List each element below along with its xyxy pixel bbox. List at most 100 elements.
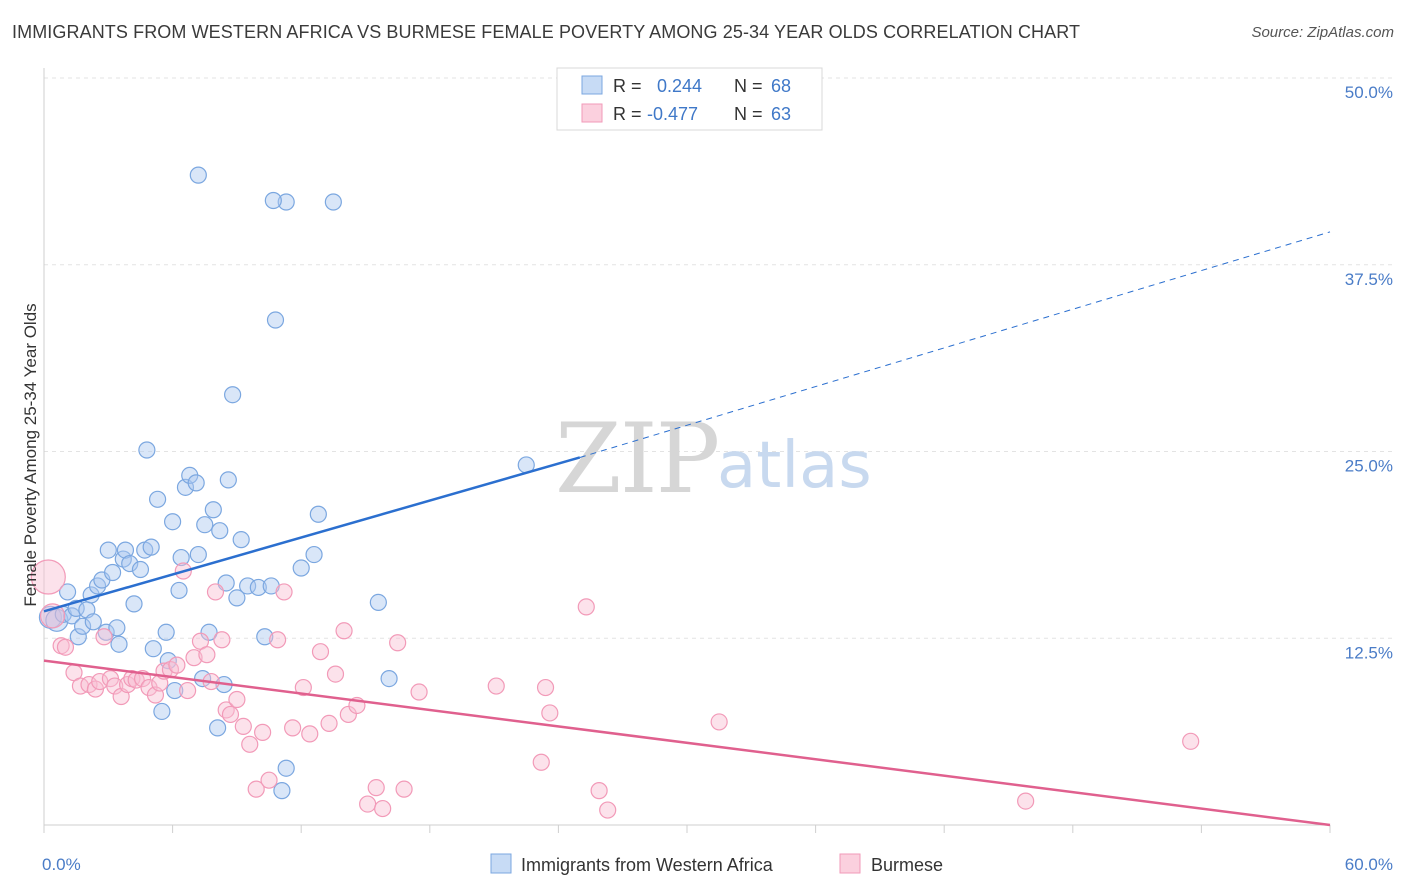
point-western-africa	[277, 193, 295, 211]
point-burmese	[395, 780, 413, 798]
point-western-africa	[380, 669, 398, 688]
point-burmese	[284, 719, 302, 737]
point-western-africa	[153, 702, 171, 721]
point-western-africa	[219, 471, 237, 489]
point-western-africa	[99, 541, 117, 559]
bottom-legend-swatch-pink	[839, 853, 861, 874]
point-western-africa	[166, 681, 184, 700]
point-western-africa	[264, 191, 282, 210]
point-western-africa	[170, 581, 188, 600]
point-burmese	[30, 559, 66, 595]
legend-n-label-1: N =	[734, 76, 763, 96]
watermark-atlas: atlas	[717, 429, 872, 503]
point-western-africa	[256, 628, 274, 646]
legend-r-label-2: R =	[613, 104, 642, 124]
point-western-africa	[103, 563, 122, 582]
point-western-africa	[196, 516, 214, 534]
point-western-africa	[189, 545, 207, 564]
point-burmese	[168, 656, 186, 674]
point-burmese	[532, 753, 550, 771]
point-burmese	[185, 649, 203, 667]
point-burmese	[206, 583, 225, 601]
point-burmese	[339, 705, 357, 724]
point-western-africa	[84, 613, 102, 631]
point-western-africa	[157, 623, 175, 641]
point-western-africa	[108, 619, 126, 637]
point-western-africa	[209, 719, 227, 737]
point-western-africa	[189, 166, 207, 184]
point-western-africa	[369, 593, 387, 611]
point-burmese	[326, 665, 345, 683]
point-burmese	[179, 681, 197, 700]
trend-line-burmese	[43, 659, 1331, 827]
point-burmese	[228, 690, 246, 709]
point-western-africa	[110, 635, 128, 653]
legend-r-value-1: 0.244	[657, 76, 702, 96]
point-burmese	[710, 713, 728, 731]
point-burmese	[301, 725, 319, 743]
point-burmese	[198, 646, 216, 664]
point-western-africa	[249, 578, 267, 597]
point-western-africa	[131, 560, 150, 579]
y-tick-label: 12.5%	[1345, 643, 1393, 662]
legend-swatch-pink	[581, 103, 603, 123]
point-western-africa	[138, 441, 156, 459]
y-tick-label: 50.0%	[1345, 83, 1393, 102]
chart-title: IMMIGRANTS FROM WESTERN AFRICA VS BURMES…	[12, 22, 1081, 42]
legend-r-value-2: -0.477	[647, 104, 698, 124]
chart-source: Source: ZipAtlas.com	[1251, 24, 1394, 41]
x-tick-labels: 0.0% 60.0%	[42, 855, 1393, 874]
point-burmese	[541, 704, 559, 722]
bottom-legend-label-2: Burmese	[871, 855, 943, 875]
point-burmese	[247, 780, 265, 798]
legend-r-label-1: R =	[613, 76, 642, 96]
point-western-africa	[97, 623, 115, 641]
point-burmese	[254, 723, 272, 741]
bottom-legend-swatch-blue	[490, 853, 512, 874]
point-burmese	[1017, 792, 1035, 810]
point-western-africa	[277, 759, 295, 777]
point-burmese	[335, 622, 353, 640]
x-tick-label: 60.0%	[1345, 855, 1393, 874]
legend-n-value-1: 68	[771, 76, 791, 96]
point-burmese	[590, 782, 608, 800]
point-western-africa	[228, 589, 246, 607]
trend-line-western-africa-extension	[579, 231, 1331, 458]
point-burmese	[260, 771, 278, 789]
point-western-africa	[273, 782, 291, 800]
point-burmese	[1182, 732, 1200, 750]
axes	[43, 68, 1331, 833]
point-burmese	[577, 598, 595, 616]
point-burmese	[320, 714, 338, 733]
point-western-africa	[324, 193, 342, 211]
point-burmese	[106, 677, 124, 695]
legend-n-value-2: 63	[771, 104, 791, 124]
point-western-africa	[116, 541, 135, 559]
point-western-africa	[211, 522, 229, 540]
trend-line-western-africa	[43, 456, 581, 613]
point-burmese	[410, 683, 428, 701]
y-tick-label: 37.5%	[1345, 270, 1393, 289]
point-burmese	[487, 677, 505, 695]
point-western-africa	[142, 538, 160, 556]
point-western-africa	[232, 531, 250, 549]
legend: R = 0.244 N = 68 R = -0.477 N = 63	[556, 67, 823, 131]
point-western-africa	[239, 577, 257, 595]
y-tick-labels: 12.5% 25.0% 37.5% 50.0%	[1345, 83, 1393, 662]
legend-swatch-blue	[581, 75, 603, 95]
point-burmese	[311, 643, 330, 661]
bottom-legend: Immigrants from Western Africa Burmese	[490, 853, 943, 875]
point-western-africa	[305, 545, 323, 564]
point-western-africa	[73, 617, 92, 635]
point-western-africa	[200, 623, 218, 641]
point-burmese	[241, 735, 259, 753]
point-western-africa	[125, 595, 143, 613]
point-burmese	[359, 795, 377, 813]
point-western-africa	[164, 513, 182, 531]
point-western-africa	[266, 311, 285, 329]
y-tick-label: 25.0%	[1345, 457, 1393, 476]
point-burmese	[294, 678, 312, 697]
point-western-africa	[187, 474, 205, 492]
point-western-africa	[58, 583, 77, 601]
point-western-africa	[292, 559, 310, 577]
